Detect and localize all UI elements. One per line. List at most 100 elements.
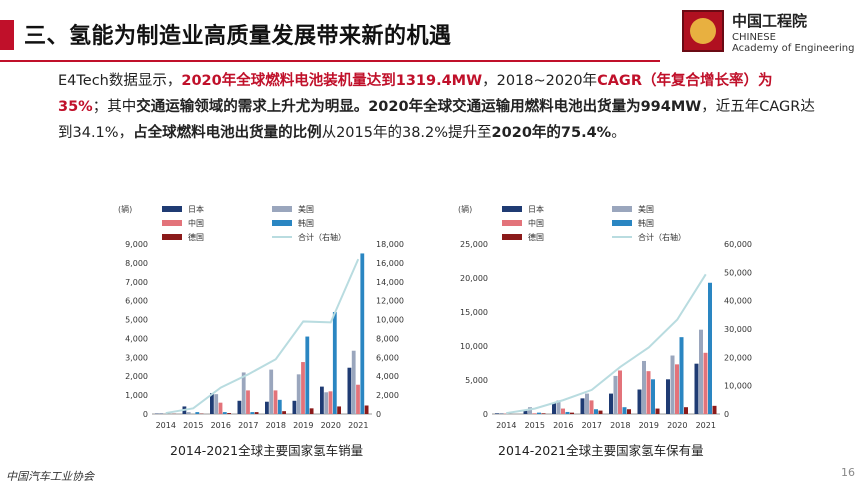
legend-swatch — [272, 220, 292, 226]
y2-tick-label: 16,000 — [376, 259, 404, 268]
page-title: 三、氢能为制造业高质量发展带来新的机遇 — [24, 24, 452, 49]
x-tick-label: 2019 — [639, 421, 659, 430]
paragraph-run: 2020年全球燃料电池装机量达到1319.4MW — [181, 73, 483, 89]
bar-德国-2017 — [254, 412, 259, 414]
y2-tick-label: 12,000 — [376, 297, 404, 306]
y-tick-label: 4,000 — [125, 334, 148, 343]
bar-美国-2021 — [351, 350, 356, 414]
paragraph-run: CAGR（年复合增长率）为35% — [58, 73, 773, 115]
bar-美国-2014 — [499, 412, 504, 414]
y2-tick-label: 6,000 — [376, 353, 399, 362]
bar-德国-2019 — [655, 408, 660, 414]
bar-日本-2015 — [523, 410, 528, 414]
bar-美国-2015 — [528, 407, 532, 414]
y-tick-label: 5,000 — [465, 376, 488, 385]
bar-日本-2021 — [347, 367, 352, 414]
paragraph-run: 交通运输领域的需求上升尤为明显。2020年全球交通运输用燃料电池出货量为994M… — [136, 99, 702, 115]
bar-美国-2017 — [241, 372, 246, 414]
legend-label: 中国 — [188, 218, 204, 228]
bar-美国-2016 — [214, 394, 219, 414]
bar-美国-2021 — [699, 329, 703, 414]
y-tick-label: 0 — [143, 410, 148, 419]
y2-tick-label: 30,000 — [724, 325, 752, 334]
logo-english-line1: CHINESE — [732, 32, 776, 43]
bar-日本-2018 — [609, 393, 613, 414]
bar-德国-2016 — [227, 413, 231, 414]
bar-韩国-2017 — [594, 409, 598, 414]
paragraph-run: E4Tech数据显示， — [58, 73, 182, 89]
bar-美国-2019 — [642, 360, 646, 414]
logo-english-line2: Academy of Engineering — [732, 43, 855, 54]
legend-swatch — [162, 234, 182, 240]
x-tick-label: 2021 — [696, 421, 716, 430]
bar-中国-2017 — [589, 400, 594, 414]
paragraph-run: 从2015年的38.2%提升至 — [321, 125, 492, 141]
x-tick-label: 2015 — [183, 421, 203, 430]
x-tick-label: 2018 — [610, 421, 630, 430]
y-tick-label: 6,000 — [125, 297, 148, 306]
legend-swatch — [502, 206, 522, 212]
bar-中国-2021 — [703, 352, 708, 414]
y2-tick-label: 0 — [724, 410, 729, 419]
legend-swatch — [502, 234, 522, 240]
y2-tick-label: 8,000 — [376, 334, 399, 343]
logo-chinese-name: 中国工程院 — [732, 12, 808, 30]
x-tick-label: 2014 — [156, 421, 176, 430]
paragraph-run: ，近五年CAGR达到34.1%， — [58, 99, 815, 141]
bar-日本-2019 — [637, 389, 642, 414]
bar-日本-2018 — [265, 401, 269, 414]
y-unit-label: (辆) — [118, 204, 132, 214]
bar-美国-2020 — [670, 355, 675, 414]
y-tick-label: 8,000 — [125, 259, 148, 268]
x-tick-label: 2017 — [238, 421, 258, 430]
source-footer: 中国汽车工业协会 — [6, 470, 94, 483]
y-unit-label: (辆) — [458, 204, 472, 214]
legend-swatch — [162, 206, 182, 212]
x-tick-label: 2019 — [293, 421, 313, 430]
x-tick-label: 2014 — [496, 421, 516, 430]
x-tick-label: 2020 — [667, 421, 687, 430]
bar-韩国-2021 — [360, 253, 365, 414]
bar-日本-2020 — [666, 379, 670, 414]
y2-tick-label: 10,000 — [724, 382, 752, 391]
summary-paragraph: E4Tech数据显示，2020年全球燃料电池装机量达到1319.4MW，2018… — [58, 68, 818, 146]
y2-tick-label: 10,000 — [376, 316, 404, 325]
bar-德国-2021 — [712, 405, 717, 414]
bar-韩国-2015 — [537, 412, 541, 414]
bar-韩国-2016 — [222, 412, 227, 414]
bar-日本-2017 — [237, 400, 242, 414]
x-tick-label: 2017 — [582, 421, 602, 430]
bar-韩国-2020 — [679, 337, 684, 414]
bar-德国-2015 — [541, 413, 546, 414]
title-accent-bar — [0, 20, 14, 50]
y2-tick-label: 60,000 — [724, 240, 752, 249]
y2-tick-label: 0 — [376, 410, 381, 419]
sales-chart-caption: 2014-2021全球主要国家氢车销量 — [170, 443, 364, 458]
bar-日本-2016 — [552, 403, 556, 414]
bar-日本-2017 — [580, 398, 585, 414]
y-tick-label: 0 — [483, 410, 488, 419]
bar-韩国-2021 — [708, 282, 712, 414]
bar-中国-2015 — [532, 413, 537, 414]
legend-swatch — [502, 220, 522, 226]
bar-日本-2020 — [320, 386, 324, 414]
y2-tick-label: 50,000 — [724, 268, 752, 277]
x-tick-label: 2016 — [211, 421, 231, 430]
y2-tick-label: 2,000 — [376, 391, 399, 400]
bar-美国-2014 — [159, 413, 164, 414]
y-tick-label: 10,000 — [460, 342, 488, 351]
y-tick-label: 15,000 — [460, 308, 488, 317]
legend-label: 美国 — [638, 204, 654, 214]
paragraph-run: 2020年的75.4% — [491, 125, 612, 141]
bar-中国-2016 — [218, 402, 223, 414]
bar-中国-2020 — [328, 391, 333, 414]
bar-韩国-2018 — [277, 399, 282, 414]
bar-德国-2020 — [337, 406, 341, 414]
bar-中国-2020 — [675, 364, 679, 414]
title-underline — [0, 60, 660, 62]
slide-header: 三、氢能为制造业高质量发展带来新的机遇 — [0, 14, 865, 62]
bar-中国-2018 — [273, 390, 278, 414]
legend-label: 韩国 — [298, 218, 314, 228]
